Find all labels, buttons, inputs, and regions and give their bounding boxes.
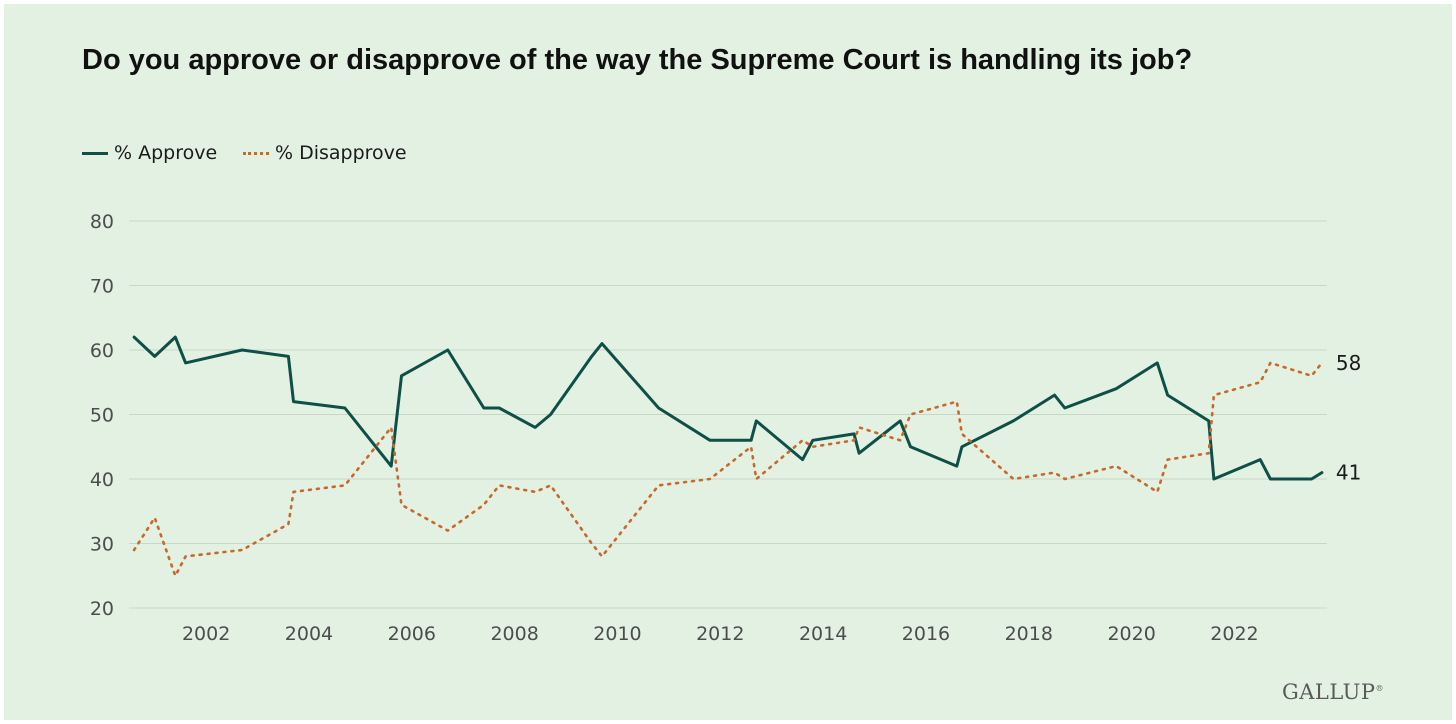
x-tick-label: 2010 [593, 623, 641, 645]
x-tick-label: 2022 [1210, 623, 1258, 645]
x-tick-label: 2016 [902, 623, 950, 645]
legend-item-approve: % Approve [82, 142, 217, 164]
registered-mark: ® [1375, 684, 1384, 693]
x-tick-label: 2008 [490, 623, 538, 645]
disapprove-line-end-label: 58 [1336, 351, 1361, 375]
x-tick-label: 2014 [799, 623, 847, 645]
end-labels: 41 58 [1336, 351, 1361, 485]
x-tick-label: 2006 [388, 623, 436, 645]
y-tick-label: 70 [90, 276, 114, 298]
x-tick-label: 2004 [285, 623, 333, 645]
x-tick-label: 2012 [696, 623, 744, 645]
x-tick-label: 2020 [1107, 623, 1155, 645]
legend-label-approve: % Approve [114, 142, 218, 164]
gallup-logo: GALLUP® [1282, 680, 1384, 704]
y-tick-label: 50 [90, 405, 114, 427]
x-tick-label: 2002 [182, 623, 230, 645]
brand-name: GALLUP [1281, 680, 1376, 704]
y-tick-label: 80 [90, 211, 114, 233]
y-tick-label: 60 [90, 340, 114, 362]
approve-line [132, 335, 1324, 481]
chart-card [4, 4, 1452, 720]
x-tick-label: 2018 [1005, 623, 1053, 645]
gridlines [129, 220, 1327, 609]
x-axis-ticks: 2002 2004 2006 2008 2010 2012 2014 2016 2018 2020… [182, 623, 1259, 645]
legend-item-disapprove: % Disapprove [243, 142, 407, 164]
legend-label-disapprove: % Disapprove [275, 142, 407, 164]
approve-line-end-label: 41 [1336, 461, 1361, 485]
chart-title: Do you approve or disapprove of the way … [82, 44, 1193, 76]
y-axis-ticks: 20 30 40 50 60 70 80 [90, 211, 114, 620]
disapprove-line-swatch [243, 151, 269, 155]
approve-line-swatch [82, 151, 108, 155]
y-tick-label: 30 [90, 534, 114, 556]
y-tick-label: 40 [90, 469, 114, 491]
disapprove-line [132, 361, 1324, 578]
y-tick-label: 20 [90, 598, 114, 620]
series-lines [132, 335, 1324, 578]
